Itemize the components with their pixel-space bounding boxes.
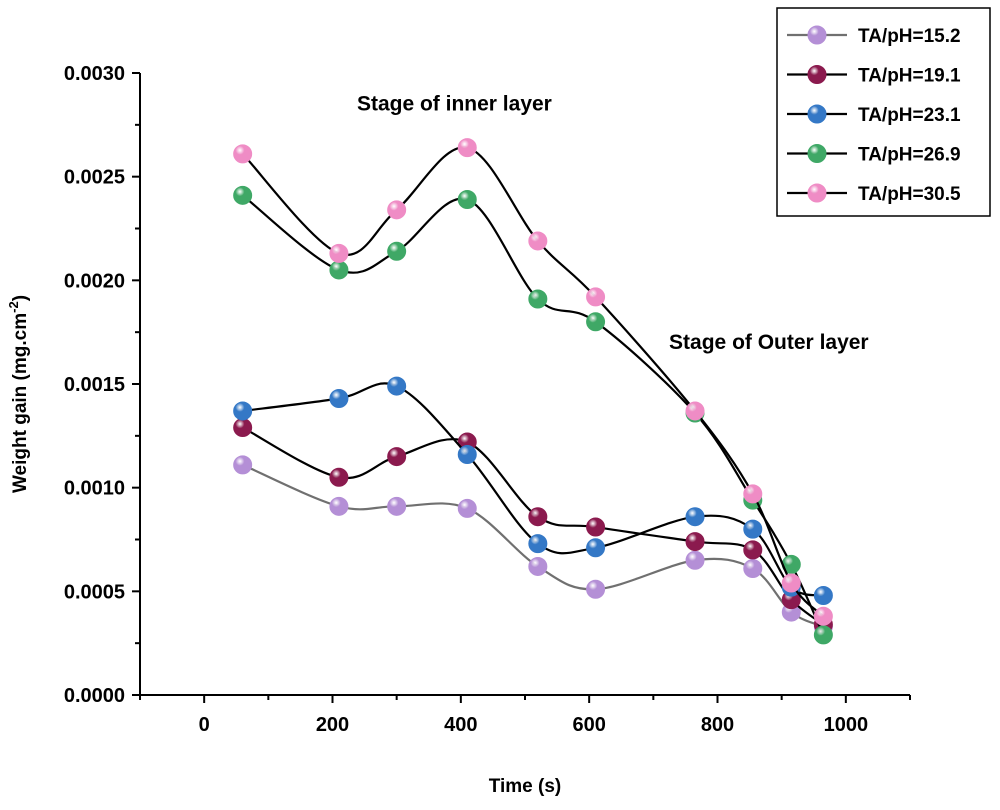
data-point [781, 573, 801, 593]
data-point [743, 540, 763, 560]
data-point [528, 507, 548, 527]
data-point [743, 559, 763, 579]
data-point [743, 519, 763, 539]
data-point [528, 289, 548, 309]
y-tick-label: 0.0025 [64, 167, 125, 189]
series-layer [233, 138, 833, 645]
x-tick-label: 200 [316, 714, 349, 736]
data-point [528, 556, 548, 576]
data-point [586, 517, 606, 537]
data-point [387, 376, 407, 396]
x-tick-label: 1000 [824, 714, 869, 736]
x-tick-label: 400 [444, 714, 477, 736]
data-point [329, 260, 349, 280]
data-point [233, 185, 253, 205]
data-point [685, 550, 705, 570]
data-point [329, 496, 349, 516]
data-point [329, 467, 349, 487]
legend-marker [807, 25, 827, 45]
legend-marker [807, 183, 827, 203]
series-TA/pH=30.5 [233, 138, 833, 626]
legend: TA/pH=15.2 TA/pH=19.1 TA/pH=23.1 TA/pH=26.9… [776, 7, 991, 217]
annotations: Stage of inner layer Stage of Outer layer [357, 92, 869, 353]
series-TA/pH=26.9 [233, 185, 833, 645]
x-axis-title: Time (s) [489, 776, 562, 797]
data-point [586, 287, 606, 307]
y-tick-label: 0.0010 [64, 478, 125, 500]
y-tick-label: 0.0000 [64, 685, 125, 707]
data-point [233, 455, 253, 475]
x-tick-label: 0 [199, 714, 210, 736]
series-line [242, 426, 825, 626]
data-point [528, 534, 548, 554]
data-point [457, 444, 477, 464]
axes: 0 200 400 600 800 1000 0.0000 0.0005 0.0010 0.001… [6, 63, 911, 797]
annotation-label: Stage of inner layer [357, 92, 552, 115]
legend-marker [807, 65, 827, 84]
data-point [685, 401, 705, 421]
series-line [241, 146, 825, 618]
data-point [685, 507, 705, 527]
data-point [813, 606, 833, 626]
series-TA/pH=19.1 [233, 418, 833, 635]
data-point [685, 532, 705, 552]
legend-label: TA/pH=15.2 [858, 26, 961, 47]
data-point [586, 579, 606, 599]
y-tick-label: 0.0030 [64, 63, 125, 85]
y-tick-label: 0.0005 [64, 581, 125, 603]
legend-item: TA/pH=26.9 [787, 144, 961, 166]
data-point [813, 625, 833, 645]
legend-item: TA/pH=30.5 [787, 183, 961, 205]
legend-label: TA/pH=19.1 [858, 66, 961, 87]
legend-label: TA/pH=26.9 [858, 145, 961, 166]
annotation-label: Stage of Outer layer [669, 331, 869, 354]
legend-marker [807, 104, 827, 124]
y-tick-label: 0.0020 [64, 270, 125, 292]
data-point [233, 401, 253, 421]
y-tick-label: 0.0015 [64, 374, 125, 396]
data-point [457, 138, 477, 158]
series-TA/pH=15.2 [233, 455, 833, 637]
series-line [242, 382, 824, 597]
legend-marker [807, 144, 827, 163]
data-point [586, 538, 606, 558]
data-point [233, 418, 253, 438]
legend-item: TA/pH=15.2 [787, 25, 961, 47]
data-point [813, 585, 833, 605]
series-TA/pH=23.1 [233, 376, 833, 605]
data-point [457, 189, 477, 209]
data-point [387, 200, 407, 220]
legend-item: TA/pH=23.1 [787, 104, 961, 126]
data-point [457, 498, 477, 518]
x-tick-label: 600 [572, 714, 605, 736]
data-point [586, 312, 606, 332]
legend-label: TA/pH=23.1 [858, 105, 961, 126]
data-point [387, 496, 407, 516]
legend-label: TA/pH=30.5 [858, 184, 961, 205]
data-point [387, 241, 407, 261]
y-axis-title: Weight gain (mg.cm-2) [6, 295, 31, 493]
legend-item: TA/pH=19.1 [787, 65, 961, 87]
data-point [528, 231, 548, 251]
data-point [329, 243, 349, 263]
data-point [387, 447, 407, 467]
x-tick-label: 800 [701, 714, 734, 736]
series-line [242, 463, 824, 628]
data-point [743, 484, 763, 504]
data-point [329, 389, 349, 409]
data-point [233, 144, 253, 164]
